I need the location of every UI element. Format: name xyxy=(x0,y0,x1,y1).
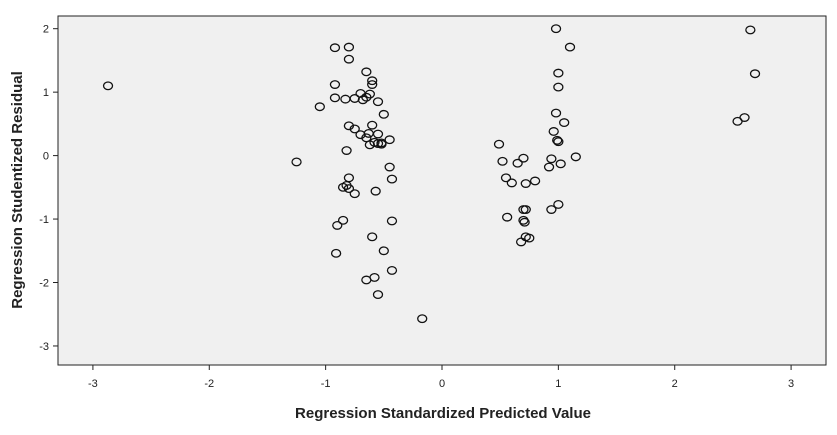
data-point xyxy=(337,182,349,192)
data-point xyxy=(367,232,378,242)
x-tick-label: -3 xyxy=(88,378,98,390)
data-point xyxy=(372,290,384,300)
data-point xyxy=(386,216,398,226)
data-point xyxy=(329,93,341,103)
x-tick-label: 0 xyxy=(439,378,445,390)
data-point xyxy=(337,215,349,225)
data-point xyxy=(519,217,530,227)
data-point xyxy=(386,174,398,184)
data-point xyxy=(384,135,395,145)
y-tick-label: -3 xyxy=(39,341,49,353)
x-tick-label: 3 xyxy=(788,378,794,390)
data-point xyxy=(546,154,557,164)
y-tick-label: -1 xyxy=(39,214,49,226)
data-point xyxy=(357,95,369,105)
data-point xyxy=(367,80,378,89)
x-tick-label: -1 xyxy=(321,378,331,390)
y-tick-label: 0 xyxy=(43,151,49,163)
data-point xyxy=(570,152,581,162)
data-point xyxy=(564,42,576,52)
data-point xyxy=(367,120,378,130)
data-point xyxy=(739,113,750,122)
data-points xyxy=(102,24,761,324)
data-point xyxy=(349,189,360,199)
data-point xyxy=(555,159,566,169)
data-point xyxy=(364,89,376,99)
data-point xyxy=(384,162,395,172)
data-point xyxy=(553,137,564,147)
data-point xyxy=(502,212,513,222)
data-point xyxy=(520,179,531,188)
data-point xyxy=(553,82,564,92)
data-point xyxy=(332,220,343,230)
data-point xyxy=(550,24,562,34)
data-point xyxy=(102,81,114,91)
data-point xyxy=(370,186,381,196)
x-axis-ticks: -3 -2 -1 0 1 2 3 xyxy=(88,365,794,390)
x-tick-label: 2 xyxy=(672,378,678,390)
data-point xyxy=(546,205,557,214)
data-point xyxy=(343,42,355,52)
data-point xyxy=(343,184,355,194)
data-point xyxy=(378,246,389,256)
data-point xyxy=(330,248,342,258)
data-point xyxy=(386,266,398,275)
x-tick-label: -2 xyxy=(204,378,214,390)
data-point xyxy=(529,176,541,186)
data-point xyxy=(378,109,389,119)
data-point xyxy=(291,157,302,167)
data-point xyxy=(417,314,428,324)
data-point xyxy=(749,69,761,79)
x-tick-label: 1 xyxy=(555,378,561,390)
data-point xyxy=(372,97,384,107)
data-point xyxy=(329,80,341,89)
data-point xyxy=(329,43,341,53)
y-axis-title: Regression Studentized Residual xyxy=(9,71,26,309)
data-point xyxy=(543,162,555,172)
y-tick-label: 2 xyxy=(43,24,49,36)
data-point xyxy=(553,68,564,78)
plot-area xyxy=(57,15,827,366)
data-point xyxy=(518,153,529,163)
data-point xyxy=(343,54,355,64)
data-point xyxy=(314,102,325,112)
data-point xyxy=(372,139,384,148)
data-point xyxy=(372,129,384,139)
data-point xyxy=(548,127,559,136)
y-tick-label: -2 xyxy=(39,278,49,290)
data-point xyxy=(367,76,378,86)
data-point xyxy=(550,108,562,118)
data-point xyxy=(559,118,570,128)
data-point xyxy=(520,205,531,214)
data-point xyxy=(349,94,360,103)
data-point xyxy=(493,139,505,149)
data-point xyxy=(500,173,512,183)
data-point xyxy=(524,233,535,243)
data-point xyxy=(506,178,517,188)
data-point xyxy=(349,124,360,134)
data-point xyxy=(361,67,372,77)
data-point xyxy=(512,158,523,168)
data-point xyxy=(497,156,508,166)
data-point xyxy=(364,140,376,150)
y-axis-ticks: -3 -2 -1 0 1 2 xyxy=(39,24,58,353)
data-point xyxy=(369,272,380,282)
y-tick-label: 1 xyxy=(43,87,49,99)
data-point xyxy=(341,146,352,155)
data-point xyxy=(552,135,563,145)
data-point xyxy=(745,25,756,35)
x-axis-title: Regression Standardized Predicted Value xyxy=(295,405,591,422)
data-point xyxy=(553,200,564,209)
